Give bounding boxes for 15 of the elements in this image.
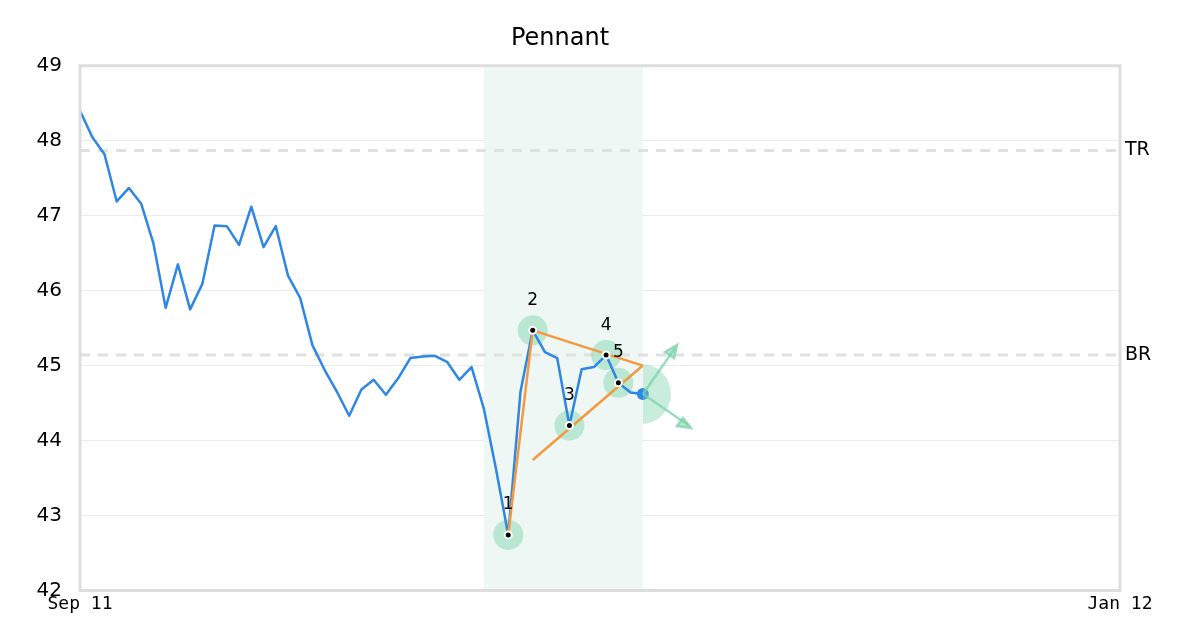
annotation: 3 (564, 383, 575, 404)
ref-line-label: BR (1125, 342, 1152, 365)
chart-title: Pennant (510, 22, 610, 51)
x-tick-label: Jan 12 (1087, 591, 1153, 613)
y-tick-label: 44 (36, 426, 62, 451)
y-tick-label: 45 (36, 351, 62, 376)
y-tick-label: 46 (36, 276, 62, 301)
annotation: 4 (600, 313, 612, 334)
y-tick-label: 43 (36, 501, 62, 526)
y-tick-label: 48 (36, 126, 62, 151)
ref-line-label: TR (1124, 137, 1150, 160)
y-tick-label: 49 (36, 52, 62, 76)
y-tick-label: 47 (36, 201, 62, 226)
annotation: 2 (527, 288, 539, 309)
annotation: 5 (612, 341, 624, 362)
